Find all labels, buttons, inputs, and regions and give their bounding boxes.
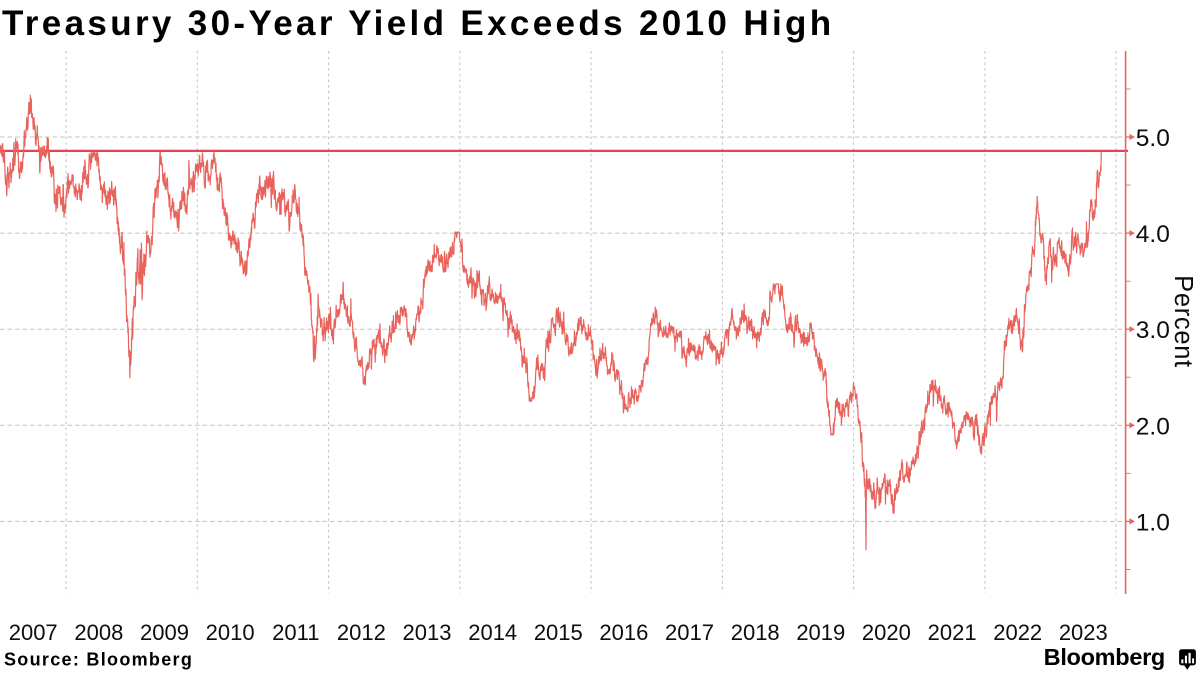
svg-text:Source: Bloomberg: Source: Bloomberg — [4, 650, 193, 670]
svg-text:2023: 2023 — [1059, 620, 1108, 645]
svg-text:2009: 2009 — [140, 620, 189, 645]
svg-text:5.0: 5.0 — [1136, 125, 1170, 152]
svg-text:2021: 2021 — [928, 620, 977, 645]
svg-text:2017: 2017 — [665, 620, 714, 645]
svg-text:Bloomberg: Bloomberg — [1044, 644, 1165, 670]
svg-text:2019: 2019 — [796, 620, 845, 645]
svg-text:2022: 2022 — [993, 620, 1042, 645]
svg-text:2010: 2010 — [206, 620, 255, 645]
svg-text:2008: 2008 — [74, 620, 123, 645]
svg-text:2007: 2007 — [9, 620, 58, 645]
svg-text:2014: 2014 — [468, 620, 517, 645]
svg-text:1.0: 1.0 — [1136, 509, 1170, 536]
svg-text:2018: 2018 — [731, 620, 780, 645]
svg-text:2012: 2012 — [337, 620, 386, 645]
svg-text:2013: 2013 — [403, 620, 452, 645]
svg-text:3.0: 3.0 — [1136, 317, 1170, 344]
svg-text:2020: 2020 — [862, 620, 911, 645]
svg-text:Percent: Percent — [1169, 275, 1197, 368]
svg-text:2016: 2016 — [599, 620, 648, 645]
svg-text:2.0: 2.0 — [1136, 413, 1170, 440]
svg-text:2015: 2015 — [534, 620, 583, 645]
svg-text:2011: 2011 — [272, 620, 319, 645]
svg-text:4.0: 4.0 — [1136, 221, 1170, 248]
svg-text:Treasury 30-Year Yield Exceeds: Treasury 30-Year Yield Exceeds 2010 High — [2, 4, 834, 43]
